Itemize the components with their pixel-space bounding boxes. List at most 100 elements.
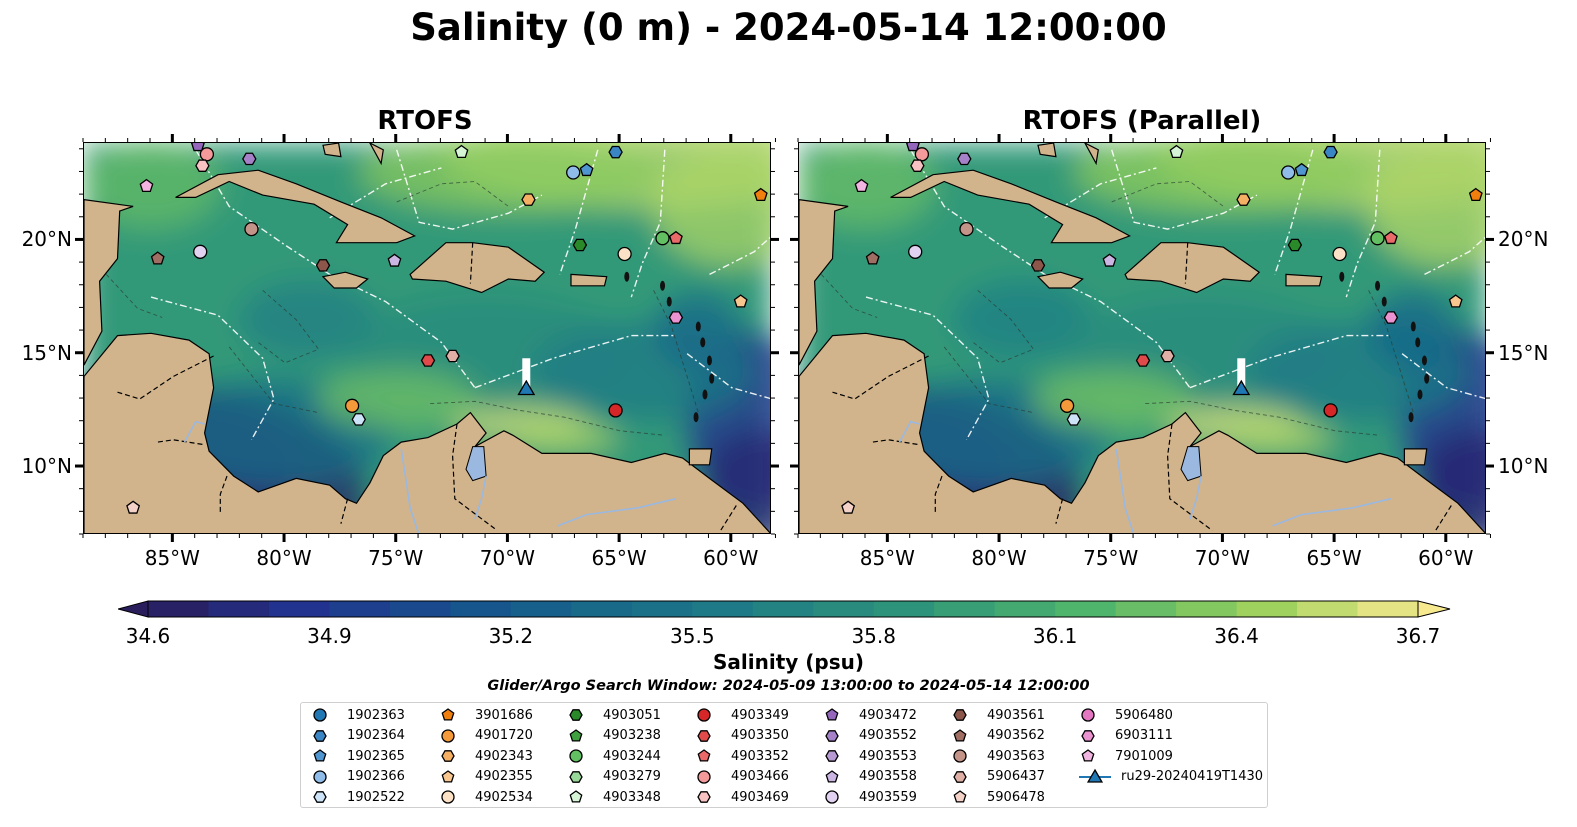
hexagon-marker bbox=[1081, 729, 1095, 742]
lon-tick-label: 70°W bbox=[479, 546, 536, 570]
lake-maracaibo bbox=[1180, 446, 1202, 482]
legend-marker-icon bbox=[1079, 768, 1111, 783]
legend-label: 7901009 bbox=[1115, 748, 1173, 764]
legend-entry: 3901686 bbox=[439, 705, 533, 725]
legend-marker-icon bbox=[569, 770, 583, 783]
legend-marker-icon bbox=[441, 769, 455, 782]
landmass-hispaniola bbox=[1124, 242, 1261, 294]
legend-entry: 4902355 bbox=[439, 767, 533, 787]
island bbox=[660, 280, 666, 291]
pentagon-marker bbox=[697, 749, 711, 762]
pentagon-marker bbox=[953, 728, 967, 741]
legend-entry: 4903352 bbox=[695, 746, 789, 766]
platform-4903563 bbox=[244, 221, 259, 237]
country-border bbox=[1166, 423, 1213, 531]
circle-marker bbox=[617, 246, 632, 262]
colorbar-segment bbox=[1297, 601, 1359, 617]
colorbar-tick-label: 35.8 bbox=[851, 624, 896, 648]
island bbox=[709, 373, 715, 384]
pentagon-marker bbox=[953, 790, 967, 803]
legend-label: 4901720 bbox=[475, 728, 533, 743]
legend-marker-icon bbox=[953, 790, 967, 803]
circle-marker bbox=[199, 147, 215, 162]
circle-marker bbox=[566, 165, 581, 180]
landmass-belize bbox=[84, 198, 134, 366]
legend-entry: 1902364 bbox=[311, 726, 405, 746]
pentagon-marker bbox=[569, 790, 583, 803]
legend-entry: 4903238 bbox=[567, 726, 661, 746]
platform-4903244 bbox=[1370, 231, 1385, 246]
map-svg bbox=[84, 143, 770, 533]
platform-4902355 bbox=[733, 294, 748, 308]
platform-4903051 bbox=[572, 238, 588, 252]
country-border bbox=[157, 439, 203, 445]
island bbox=[1415, 337, 1421, 348]
salinity-patch bbox=[1224, 422, 1335, 453]
circle-marker bbox=[959, 221, 974, 237]
circle-marker bbox=[908, 244, 923, 259]
colorbar-segment bbox=[329, 601, 391, 617]
eez-boundary bbox=[1345, 149, 1381, 298]
colorbar-segment bbox=[752, 601, 814, 617]
colorbar-extend-low bbox=[118, 600, 149, 618]
platform-1902366 bbox=[566, 165, 581, 180]
land bbox=[84, 143, 770, 533]
hexagon-marker bbox=[569, 770, 583, 783]
legend-marker-icon bbox=[313, 708, 327, 722]
platform-4903563 bbox=[959, 221, 974, 237]
platform-4903559 bbox=[908, 244, 923, 259]
hexagon-marker bbox=[953, 709, 967, 721]
search-window-note: Glider/Argo Search Window: 2024-05-09 13… bbox=[487, 678, 1090, 694]
platform-3901686 bbox=[1468, 187, 1483, 202]
bathymetry-contour bbox=[1111, 181, 1224, 207]
colorbar-tick-label: 36.1 bbox=[1032, 624, 1078, 648]
pentagon-marker bbox=[1102, 253, 1117, 267]
legend-marker-icon bbox=[441, 750, 455, 762]
platform-4903472 bbox=[190, 143, 205, 152]
hexagon-marker bbox=[420, 354, 436, 367]
landmass-pr bbox=[1285, 273, 1323, 287]
colorbar bbox=[118, 600, 1451, 618]
platform-4902355 bbox=[1448, 294, 1463, 308]
platform-4903562 bbox=[150, 251, 165, 265]
landmass-bahamas1 bbox=[1037, 143, 1057, 158]
colorbar-segment bbox=[268, 601, 330, 617]
legend-entry: 4902343 bbox=[439, 746, 533, 766]
platform-7901009 bbox=[854, 178, 869, 193]
legend-marker-icon bbox=[825, 750, 839, 762]
legend-label: 1902365 bbox=[347, 748, 405, 764]
landmass-bahamas2 bbox=[1084, 143, 1099, 166]
colorbar-segment bbox=[510, 601, 572, 617]
pentagon-marker bbox=[825, 708, 839, 721]
legend-entry: 1902363 bbox=[311, 705, 405, 725]
platform-4903348 bbox=[454, 144, 469, 159]
hexagon-marker bbox=[1383, 311, 1399, 324]
platform-4901720 bbox=[344, 398, 360, 413]
platform-7901009 bbox=[139, 178, 154, 193]
legend-entry: 4901720 bbox=[439, 726, 533, 746]
legend-label: 4903279 bbox=[603, 769, 661, 784]
hexagon-marker bbox=[668, 311, 684, 324]
platform-markers bbox=[841, 143, 1483, 514]
lake-maracaibo bbox=[465, 446, 487, 482]
legend-entry: 4903469 bbox=[695, 787, 789, 807]
pentagon-marker bbox=[387, 253, 402, 267]
platform-4902534 bbox=[617, 246, 632, 262]
pentagon-marker bbox=[668, 230, 683, 245]
circle-marker bbox=[313, 769, 327, 784]
legend-entry: 4903348 bbox=[567, 787, 661, 807]
landmass-belize bbox=[799, 198, 849, 366]
legend-entry: 4903466 bbox=[695, 767, 789, 787]
platform-3901686 bbox=[753, 187, 768, 202]
panel-title-rtofs: RTOFS bbox=[377, 106, 473, 136]
island bbox=[666, 296, 672, 307]
pentagon-marker bbox=[579, 162, 594, 177]
platform-ru29-20240419T1430 bbox=[517, 379, 536, 396]
circle-marker bbox=[1370, 231, 1385, 246]
circle-marker bbox=[313, 708, 327, 722]
legend-label: 4903558 bbox=[859, 769, 917, 784]
island bbox=[706, 355, 712, 366]
pentagon-marker bbox=[854, 178, 869, 193]
bathymetry-contour bbox=[1368, 290, 1414, 413]
legend-entry: 6903111 bbox=[1079, 726, 1173, 746]
